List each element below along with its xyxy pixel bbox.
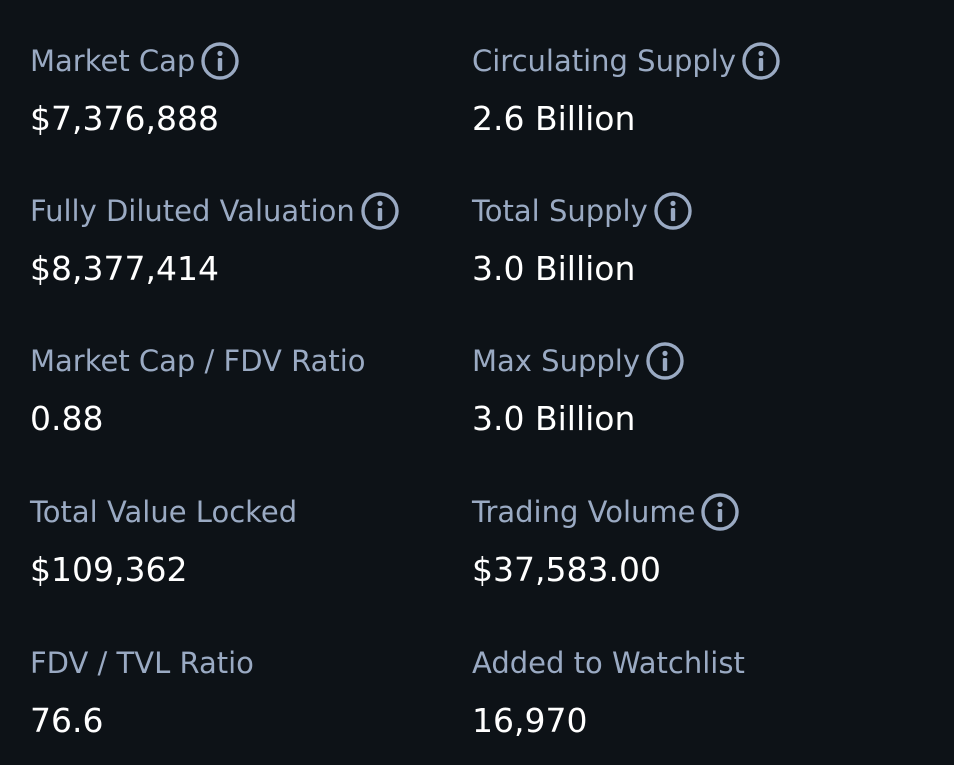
info-icon[interactable] xyxy=(200,41,240,81)
stat-value: 3.0 Billion xyxy=(472,249,636,288)
stat-label-line: Total Supply xyxy=(472,190,892,232)
stat-label-line: Max Supply xyxy=(472,340,892,382)
stat-value: $8,377,414 xyxy=(30,249,219,288)
stat-value: 3.0 Billion xyxy=(472,399,636,438)
stat-added-to-watchlist: Added to Watchlist 16,970 xyxy=(472,642,892,745)
stat-label: Max Supply xyxy=(472,344,640,378)
stat-label: Trading Volume xyxy=(472,495,696,529)
stat-label-line: Fully Diluted Valuation xyxy=(30,190,450,232)
info-icon[interactable] xyxy=(653,191,693,231)
stat-label: Market Cap / FDV Ratio xyxy=(30,344,366,378)
info-icon[interactable] xyxy=(741,41,781,81)
stat-value: $7,376,888 xyxy=(30,99,219,138)
stat-fdv-tvl-ratio: FDV / TVL Ratio 76.6 xyxy=(30,642,450,745)
stat-total-value-locked: Total Value Locked $109,362 xyxy=(30,491,450,594)
info-icon[interactable] xyxy=(700,492,740,532)
stat-circulating-supply: Circulating Supply 2.6 Billion xyxy=(472,40,892,143)
stat-value: 2.6 Billion xyxy=(472,99,636,138)
stat-value: $37,583.00 xyxy=(472,550,661,589)
stat-label: Market Cap xyxy=(30,44,196,78)
stat-market-cap: Market Cap $7,376,888 xyxy=(30,40,450,143)
stat-label-line: Added to Watchlist xyxy=(472,642,892,684)
stat-value: 0.88 xyxy=(30,399,104,438)
stat-label: Added to Watchlist xyxy=(472,646,745,680)
stat-fully-diluted-valuation: Fully Diluted Valuation $8,377,414 xyxy=(30,190,450,293)
info-icon[interactable] xyxy=(645,341,685,381)
stat-total-supply: Total Supply 3.0 Billion xyxy=(472,190,892,293)
stat-label-line: Market Cap xyxy=(30,40,450,82)
stat-label: Total Supply xyxy=(472,194,648,228)
stat-label-line: Trading Volume xyxy=(472,491,892,533)
info-icon[interactable] xyxy=(360,191,400,231)
stat-label-line: Market Cap / FDV Ratio xyxy=(30,340,450,382)
stat-label: Circulating Supply xyxy=(472,44,737,78)
stat-label: FDV / TVL Ratio xyxy=(30,646,254,680)
stat-label-line: FDV / TVL Ratio xyxy=(30,642,450,684)
stat-market-cap-fdv-ratio: Market Cap / FDV Ratio 0.88 xyxy=(30,340,450,443)
stat-label-line: Total Value Locked xyxy=(30,491,450,533)
stat-label-line: Circulating Supply xyxy=(472,40,892,82)
stat-value: 16,970 xyxy=(472,701,588,740)
stat-value: $109,362 xyxy=(30,550,188,589)
stat-value: 76.6 xyxy=(30,701,104,740)
stat-max-supply: Max Supply 3.0 Billion xyxy=(472,340,892,443)
stat-trading-volume: Trading Volume $37,583.00 xyxy=(472,491,892,594)
stat-label: Total Value Locked xyxy=(30,495,298,529)
stat-label: Fully Diluted Valuation xyxy=(30,194,355,228)
